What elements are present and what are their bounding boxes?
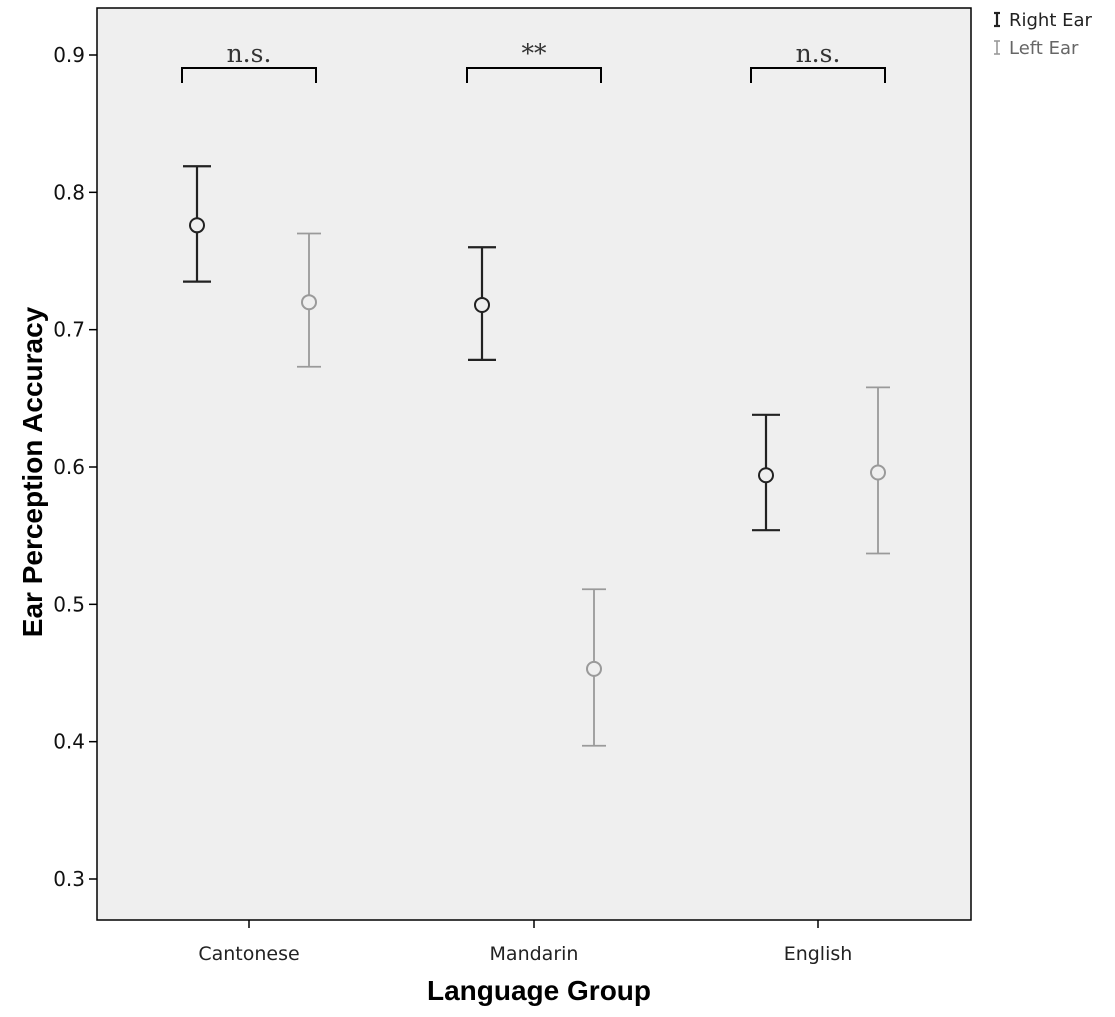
x-axis-title: Language Group xyxy=(427,975,651,1006)
y-axis: 0.3 0.4 0.5 0.6 0.7 0.8 0.9 xyxy=(53,43,97,891)
significance-bracket xyxy=(181,67,317,83)
significance-brackets: n.s. ** n.s. xyxy=(181,39,886,83)
x-tick-label: Cantonese xyxy=(198,943,299,965)
y-tick-label: 0.4 xyxy=(53,730,85,754)
mean-point xyxy=(301,294,317,311)
series-left-ear xyxy=(297,232,890,747)
mean-point xyxy=(189,217,205,234)
x-tick-label: English xyxy=(784,943,853,965)
series-right-ear xyxy=(183,165,780,532)
x-axis: Cantonese Mandarin English xyxy=(198,920,852,965)
x-tick-label: Mandarin xyxy=(490,943,579,965)
mean-point xyxy=(474,296,490,313)
legend-label: Right Ear xyxy=(1009,10,1093,31)
significance-bracket xyxy=(466,67,602,83)
y-tick-label: 0.5 xyxy=(53,592,85,616)
mean-point xyxy=(758,467,774,484)
y-axis-title: Ear Perception Accuracy xyxy=(17,306,48,637)
legend-item: Right Ear xyxy=(994,10,1093,31)
legend: Right Ear Left Ear xyxy=(994,10,1093,59)
significance-label: n.s. xyxy=(227,39,272,68)
legend-item: Left Ear xyxy=(994,38,1079,59)
y-tick-label: 0.8 xyxy=(53,180,85,204)
y-tick-label: 0.6 xyxy=(53,455,85,479)
significance-label: n.s. xyxy=(796,39,841,68)
plot-area xyxy=(96,7,972,921)
error-bars xyxy=(183,165,890,747)
y-tick-label: 0.9 xyxy=(53,43,85,67)
y-tick-label: 0.7 xyxy=(53,318,85,342)
mean-point xyxy=(586,660,602,677)
significance-label: ** xyxy=(522,39,548,68)
significance-bracket xyxy=(750,67,886,83)
mean-point xyxy=(870,464,886,481)
y-tick-label: 0.3 xyxy=(53,867,85,891)
legend-label: Left Ear xyxy=(1009,38,1079,59)
